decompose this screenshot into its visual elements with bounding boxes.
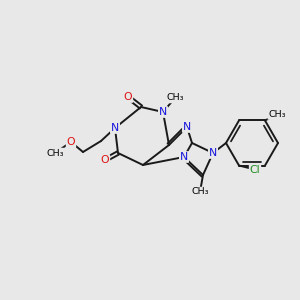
Text: CH₃: CH₃	[166, 94, 184, 103]
Text: O: O	[101, 155, 109, 165]
Text: CH₃: CH₃	[46, 148, 64, 158]
Text: Cl: Cl	[250, 164, 260, 175]
Text: CH₃: CH₃	[191, 188, 209, 196]
Text: O: O	[67, 137, 75, 147]
Text: N: N	[111, 123, 119, 133]
Text: O: O	[124, 92, 132, 102]
Text: N: N	[159, 107, 167, 117]
Text: N: N	[183, 122, 191, 132]
Text: CH₃: CH₃	[268, 110, 286, 119]
Text: N: N	[209, 148, 217, 158]
Text: N: N	[180, 152, 188, 162]
